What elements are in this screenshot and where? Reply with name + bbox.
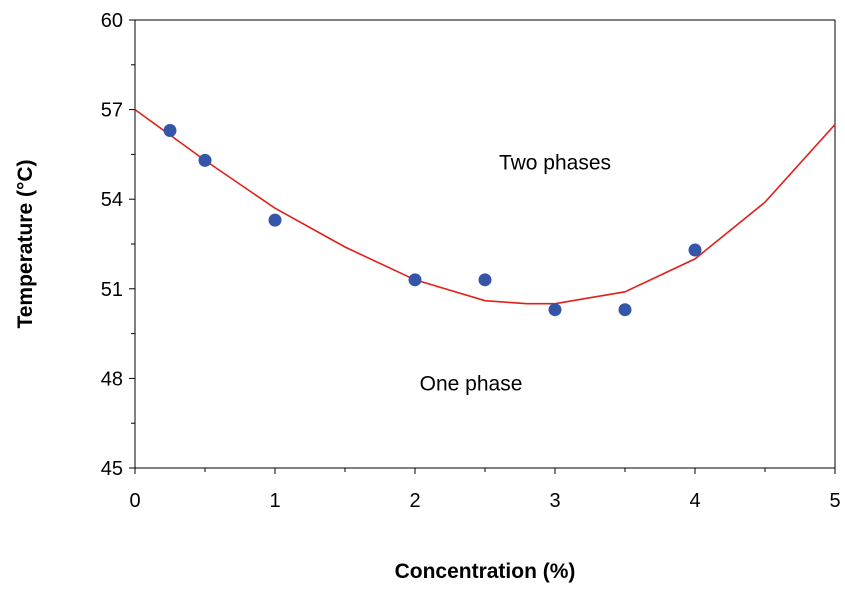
plot-area (134, 19, 836, 469)
data-point (198, 153, 212, 167)
two-phases-label: Two phases (499, 151, 611, 174)
fit-curve-layer (134, 108, 836, 305)
fit-curve-line (134, 108, 836, 305)
x-tick-label: 1 (269, 490, 280, 512)
y-tick-label: 57 (101, 100, 123, 122)
data-points-layer (163, 124, 702, 317)
data-point (268, 213, 282, 227)
x-tick-label: 5 (829, 490, 840, 512)
y-tick-label: 45 (101, 458, 123, 480)
data-point (163, 124, 177, 138)
data-point (548, 303, 562, 317)
y-tick-label: 60 (101, 10, 123, 32)
data-point (478, 273, 492, 287)
y-tick-label: 54 (101, 189, 123, 211)
x-tick-label: 2 (409, 490, 420, 512)
data-point (618, 303, 632, 317)
x-axis-title: Concentration (%) (395, 560, 576, 583)
one-phase-label: One phase (420, 372, 523, 395)
data-point (688, 243, 702, 257)
x-tick-label: 0 (129, 490, 140, 512)
y-tick-label: 51 (101, 279, 123, 301)
x-tick-label: 4 (689, 490, 700, 512)
y-tick-label: 48 (101, 368, 123, 390)
y-axis-title: Temperature (°C) (14, 159, 37, 328)
x-tick-label: 3 (549, 490, 560, 512)
axes (129, 19, 836, 474)
data-point (408, 273, 422, 287)
